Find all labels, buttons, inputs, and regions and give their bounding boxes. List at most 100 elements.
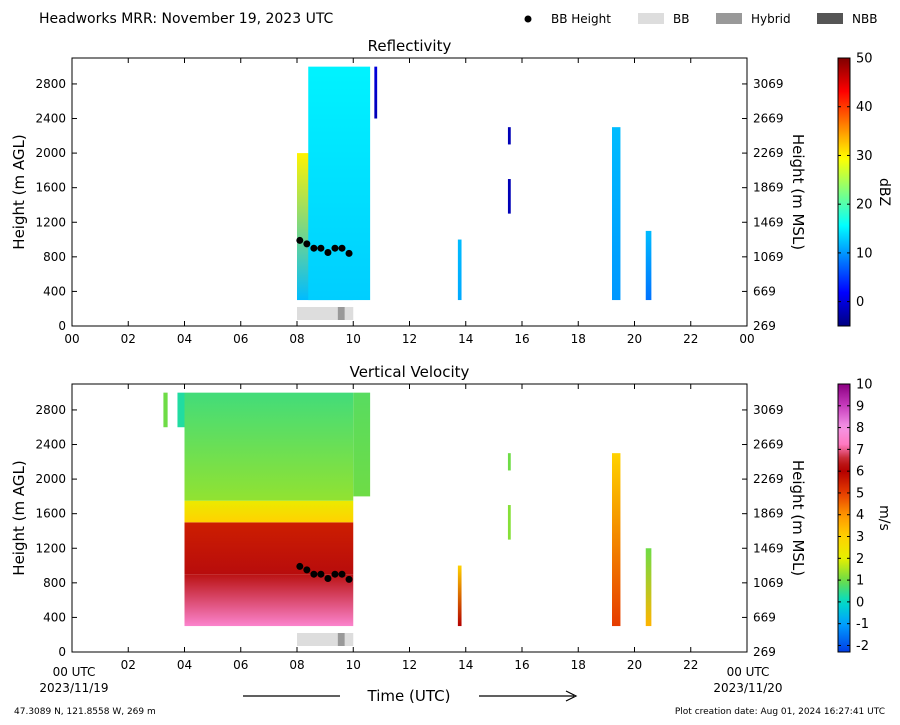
y-tick-label: 0: [58, 319, 66, 333]
x-tick-label: 08: [289, 658, 304, 672]
echo-block: [645, 548, 652, 627]
legend-swatch: [638, 13, 664, 24]
y-tick-label: 2800: [35, 77, 66, 91]
legend-dot-icon: [524, 15, 532, 23]
colorbar-tick-label: 10: [856, 246, 873, 261]
x-tick-label: 18: [571, 332, 586, 346]
echo-block: [184, 522, 354, 575]
legend-label: BB Height: [551, 12, 611, 26]
y-tick-label: 2800: [35, 403, 66, 417]
figure-legend: BB Height BB Hybrid NBB: [524, 12, 877, 26]
echo-block: [507, 505, 511, 540]
colorbar-tick-label: 10: [856, 378, 873, 393]
y-tick-label: 2400: [35, 438, 66, 452]
x-tick-label: 08: [289, 332, 304, 346]
legend-label: Hybrid: [751, 12, 791, 26]
x-tick-label: 02: [121, 332, 136, 346]
bb-type-hybrid: [337, 307, 345, 320]
x-tick-label: 22: [683, 658, 698, 672]
echo-block: [184, 392, 354, 501]
panel-title: Vertical Velocity: [350, 363, 470, 381]
x-tick-label: 14: [458, 658, 473, 672]
xlabel-arrow-icon: [565, 690, 578, 702]
colorbar-tick-label: 8: [856, 421, 864, 436]
x-start-label: 00 UTC: [53, 665, 96, 679]
colorbar-tick-label: 1: [856, 574, 864, 589]
x-tick-label: 10: [346, 332, 361, 346]
bb-height-point: [296, 562, 304, 570]
station-location: 47.3089 N, 121.8558 W, 269 m: [14, 707, 156, 717]
bb-height-point: [317, 570, 325, 578]
colorbar-tick-label: -2: [856, 639, 869, 654]
echo-block: [507, 453, 511, 471]
bb-height-point: [310, 244, 318, 252]
bb-type-bb: [344, 633, 354, 646]
y-tick-label-right: 1069: [753, 250, 784, 264]
y-axis-label-right: Height (m MSL): [789, 134, 807, 250]
y-tick-label: 0: [58, 645, 66, 659]
bb-height-point: [324, 575, 332, 583]
bb-height-point: [303, 240, 311, 248]
y-tick-label-right: 1469: [753, 541, 784, 555]
legend-item-bb: BB: [638, 12, 689, 26]
echo-block: [645, 230, 652, 301]
echo-block: [374, 66, 378, 119]
bb-height-point: [345, 249, 353, 257]
echo-block: [184, 574, 354, 627]
echo-block: [177, 392, 185, 428]
x-tick-label: 12: [402, 332, 417, 346]
y-tick-label: 1600: [35, 181, 66, 195]
y-tick-label: 400: [43, 610, 66, 624]
x-axis-label: Time (UTC): [367, 687, 451, 705]
colorbar-tick-label: 2: [856, 552, 864, 567]
bb-type-hybrid: [337, 633, 345, 646]
x-tick-label: 14: [458, 332, 473, 346]
x-tick-label: 12: [402, 658, 417, 672]
x-end-date: 2023/11/20: [713, 681, 782, 695]
x-tick-label: 04: [177, 332, 192, 346]
x-tick-label: 06: [233, 332, 248, 346]
bb-type-bb: [344, 307, 354, 320]
y-tick-label-right: 2269: [753, 472, 784, 486]
y-tick-label: 1600: [35, 507, 66, 521]
y-tick-label-right: 2269: [753, 146, 784, 160]
y-tick-label-right: 1469: [753, 215, 784, 229]
bb-type-bb: [297, 633, 338, 646]
x-tick-label: 16: [514, 658, 529, 672]
y-tick-label: 1200: [35, 541, 66, 555]
x-end-label: 00 UTC: [727, 665, 770, 679]
legend-label: NBB: [852, 12, 877, 26]
y-tick-label-right: 3069: [753, 77, 784, 91]
bb-height-point: [338, 570, 346, 578]
colorbar-tick-label: 7: [856, 443, 864, 458]
y-tick-label-right: 2669: [753, 112, 784, 126]
y-tick-label-right: 1069: [753, 576, 784, 590]
bb-height-point: [310, 570, 318, 578]
y-tick-label-right: 1869: [753, 507, 784, 521]
bb-height-point: [331, 570, 339, 578]
x-tick-label: 04: [177, 658, 192, 672]
bb-type-bb: [297, 307, 338, 320]
x-tick-label: 10: [346, 658, 361, 672]
y-tick-label-right: 269: [753, 319, 776, 333]
x-tick-label: 00: [739, 332, 754, 346]
bb-height-point: [303, 566, 311, 574]
legend-label: BB: [673, 12, 689, 26]
colorbar-tick-label: 9: [856, 399, 864, 414]
colorbar-tick-label: 4: [856, 508, 864, 523]
y-tick-label: 800: [43, 250, 66, 264]
colorbar-tick-label: 50: [856, 52, 873, 67]
x-tick-label: 00: [64, 332, 79, 346]
bb-height-point: [345, 575, 353, 583]
y-tick-label-right: 669: [753, 284, 776, 298]
x-tick-label: 20: [627, 658, 642, 672]
colorbar-tick-label: 20: [856, 198, 873, 213]
y-tick-label: 1200: [35, 215, 66, 229]
y-tick-label: 2000: [35, 146, 66, 160]
y-tick-label-right: 669: [753, 610, 776, 624]
data-field: [163, 392, 652, 627]
echo-block: [612, 453, 621, 627]
